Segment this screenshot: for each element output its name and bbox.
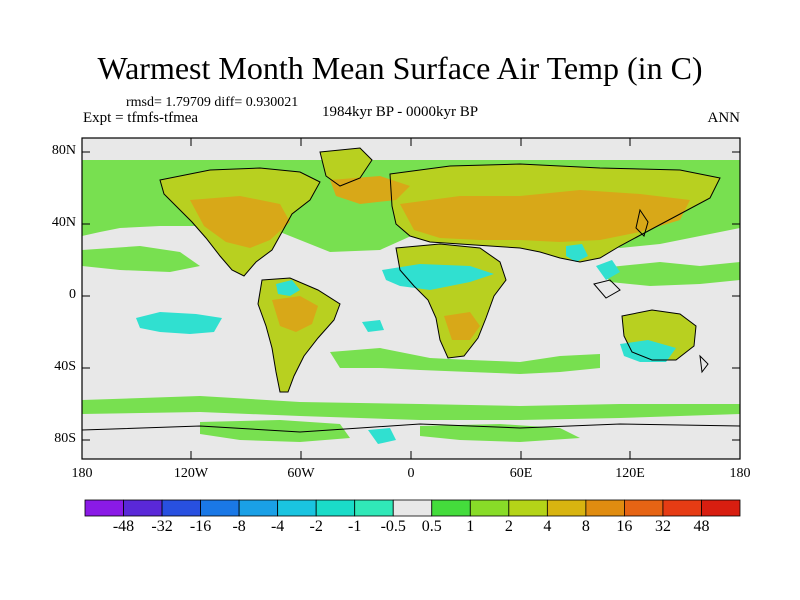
colorbar-swatch — [585, 499, 625, 517]
cool-anomaly-region — [136, 312, 222, 334]
lon-tick-label: 120W — [173, 466, 209, 481]
colorbar-swatch — [431, 499, 471, 517]
colorbar-swatch — [469, 499, 510, 517]
colorbar-label: 0.5 — [421, 518, 442, 535]
colorbar-label: -1 — [348, 518, 362, 535]
colorbar-label: -0.5 — [380, 518, 406, 535]
colorbar-label: -8 — [232, 518, 246, 535]
colorbar-label: 1 — [466, 518, 475, 535]
lon-tick-label: 120E — [615, 466, 645, 481]
lat-tick-label: 0 — [69, 287, 76, 302]
lon-tick-label: 180 — [729, 466, 751, 481]
cool-anomaly-region — [368, 428, 396, 444]
colorbar-swatch — [662, 499, 702, 517]
colorbar-swatch — [624, 499, 664, 517]
experiment-label: Expt = tfmfs-tfmea — [83, 110, 199, 126]
colorbar — [84, 499, 741, 517]
colorbar-swatch — [123, 499, 163, 517]
colorbar-label: 4 — [543, 518, 552, 535]
colorbar-label: -2 — [309, 518, 323, 535]
colorbar-swatch — [392, 499, 433, 517]
lon-tick-label: 60E — [509, 466, 533, 481]
colorbar-label: 16 — [616, 518, 633, 535]
lon-tick-label: 180 — [71, 466, 93, 481]
colorbar-swatch — [508, 499, 548, 517]
anomaly-region — [330, 348, 600, 374]
colorbar-swatch — [315, 499, 356, 517]
axis-ticks — [82, 138, 740, 459]
colorbar-swatch — [200, 499, 240, 517]
colorbar-label: -48 — [112, 518, 135, 535]
colorbar-swatch — [546, 499, 587, 517]
lon-tick-label: 0 — [407, 466, 415, 481]
colorbar-label: 2 — [504, 518, 513, 535]
lon-tick-label: 60W — [287, 466, 315, 481]
hot-anomaly-region — [272, 296, 318, 332]
colorbar-swatch — [238, 499, 279, 517]
colorbar-label: -16 — [189, 518, 212, 535]
colorbar-swatch — [701, 499, 741, 517]
cool-anomaly-region — [566, 244, 588, 262]
hot-anomaly-region — [444, 312, 480, 340]
colorbar-swatch — [84, 499, 124, 517]
colorbar-label: 48 — [693, 518, 710, 535]
cool-anomaly-region — [596, 260, 620, 280]
period-label: 1984kyr BP - 0000kyr BP — [322, 104, 479, 120]
cool-anomaly-region — [382, 264, 494, 290]
season-label: ANN — [707, 110, 741, 126]
hot-anomaly-region — [400, 190, 690, 242]
colorbar-swatch — [277, 499, 317, 517]
stats-text: rmsd= 1.79709 diff= 0.930021 — [126, 95, 299, 110]
lat-tick-label: 80S — [54, 431, 76, 446]
anomaly-region — [82, 246, 200, 272]
coastlines — [82, 147, 740, 433]
colorbar-label: -32 — [151, 518, 173, 535]
lat-tick-label: 40S — [54, 359, 76, 374]
anomaly-region — [82, 396, 740, 420]
cool-anomaly-region — [276, 280, 300, 296]
colorbar-label: 32 — [654, 518, 671, 535]
figure-title: Warmest Month Mean Surface Air Temp (in … — [97, 50, 703, 86]
map-field — [82, 138, 740, 459]
cool-anomaly-region — [620, 340, 676, 362]
hot-anomaly-region — [190, 196, 290, 248]
anomaly-region — [420, 424, 580, 442]
lat-tick-label: 40N — [51, 215, 76, 230]
anomaly-region — [600, 262, 740, 286]
cool-anomaly-region — [362, 320, 384, 332]
greenland-region — [320, 148, 372, 186]
colorbar-swatch — [161, 499, 201, 517]
colorbar-label: 8 — [581, 518, 590, 535]
hot-anomaly-region — [330, 176, 410, 204]
lat-tick-label: 80N — [51, 143, 76, 158]
colorbar-swatch — [354, 499, 394, 517]
colorbar-label: -4 — [270, 518, 285, 535]
